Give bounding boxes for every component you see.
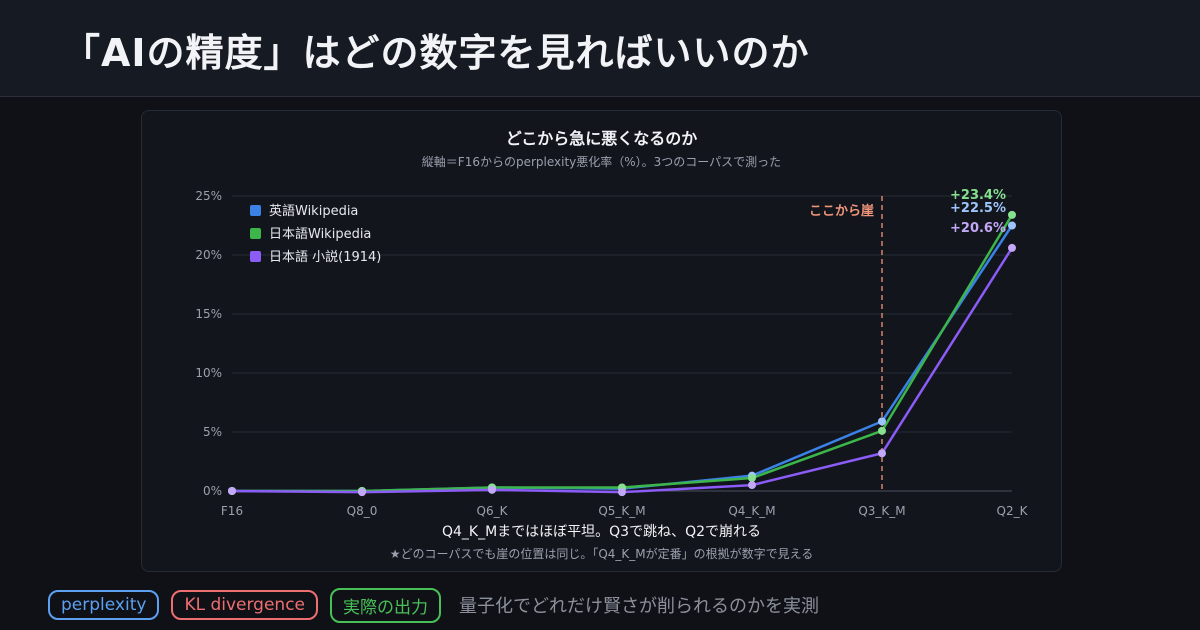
data-point — [1008, 243, 1016, 252]
series-line — [232, 224, 1014, 493]
chart-title: どこから急に悪くなるのか — [505, 129, 698, 148]
data-point — [878, 417, 886, 426]
x-tick-label: Q2_K — [997, 504, 1029, 518]
legend-label: 日本語Wikipedia — [269, 226, 371, 242]
data-point — [488, 485, 496, 494]
x-tick-label: Q4_K_M — [728, 504, 775, 518]
y-tick-label: 25% — [195, 189, 222, 203]
chart-card: どこから急に悪くなるのか 縦軸＝F16からのperplexity悪化率（%）。3… — [141, 110, 1062, 572]
y-tick-label: 15% — [195, 307, 222, 321]
legend-swatch — [250, 251, 261, 262]
y-tick-label: 5% — [203, 425, 222, 439]
legend-label: 英語Wikipedia — [269, 203, 358, 219]
series-line — [231, 247, 1014, 494]
legend-swatch — [250, 205, 261, 216]
data-point — [748, 474, 756, 483]
y-tick-label: 10% — [195, 366, 222, 380]
tag-actual-output: 実際の出力 — [330, 587, 442, 623]
tag-perplexity: perplexity — [48, 590, 160, 620]
chart-subtitle: 縦軸＝F16からのperplexity悪化率（%）。3つのコーパスで測った — [421, 155, 782, 169]
y-tick-label: 0% — [203, 484, 222, 498]
x-tick-label: Q6_K — [477, 504, 509, 518]
series-end-label: +20.6% — [950, 221, 1006, 236]
data-point — [228, 487, 236, 495]
chart-note-main: Q4_K_Mまではほぼ平坦。Q3で跳ね、Q2で崩れる — [441, 524, 762, 540]
x-tick-label: F16 — [221, 504, 243, 518]
data-point — [878, 449, 886, 458]
x-tick-label: Q8_0 — [347, 504, 378, 518]
data-point — [618, 488, 626, 497]
series-end-label: +22.5% — [950, 201, 1006, 216]
x-tick-label: Q5_K_M — [598, 504, 645, 518]
legend-label: 日本語 小説(1914) — [269, 249, 381, 265]
data-point — [1008, 221, 1016, 230]
data-point — [1008, 210, 1016, 219]
footer: perplexity KL divergence 実際の出力 量子化でどれだけ賢… — [48, 587, 820, 623]
tag-kl-divergence: KL divergence — [171, 590, 319, 620]
series-end-label: +23.4% — [950, 188, 1006, 203]
header: 「AIの精度」はどの数字を見ればいいのか — [0, 0, 1200, 97]
x-tick-label: Q3_K_M — [858, 504, 905, 518]
line-chart: 0% 5% 10% 15% 20% 25% F16 Q8_0 Q6_K Q5_K_M Q4_K_M Q… — [195, 188, 1029, 518]
chart-note-star: ★どのコーパスでも崖の位置は同じ。「Q4_K_Mが定番」の根拠が数字で見える — [389, 547, 814, 561]
page-title: 「AIの精度」はどの数字を見ればいいのか — [62, 31, 810, 75]
footer-tagline: 量子化でどれだけ賢さが削られるのかを実測 — [459, 596, 820, 617]
data-point — [878, 426, 886, 435]
cliff-label: ここから崖 — [809, 203, 874, 219]
data-point — [748, 481, 756, 490]
legend-swatch — [250, 228, 261, 239]
data-point — [358, 488, 366, 497]
y-tick-label: 20% — [195, 248, 222, 262]
